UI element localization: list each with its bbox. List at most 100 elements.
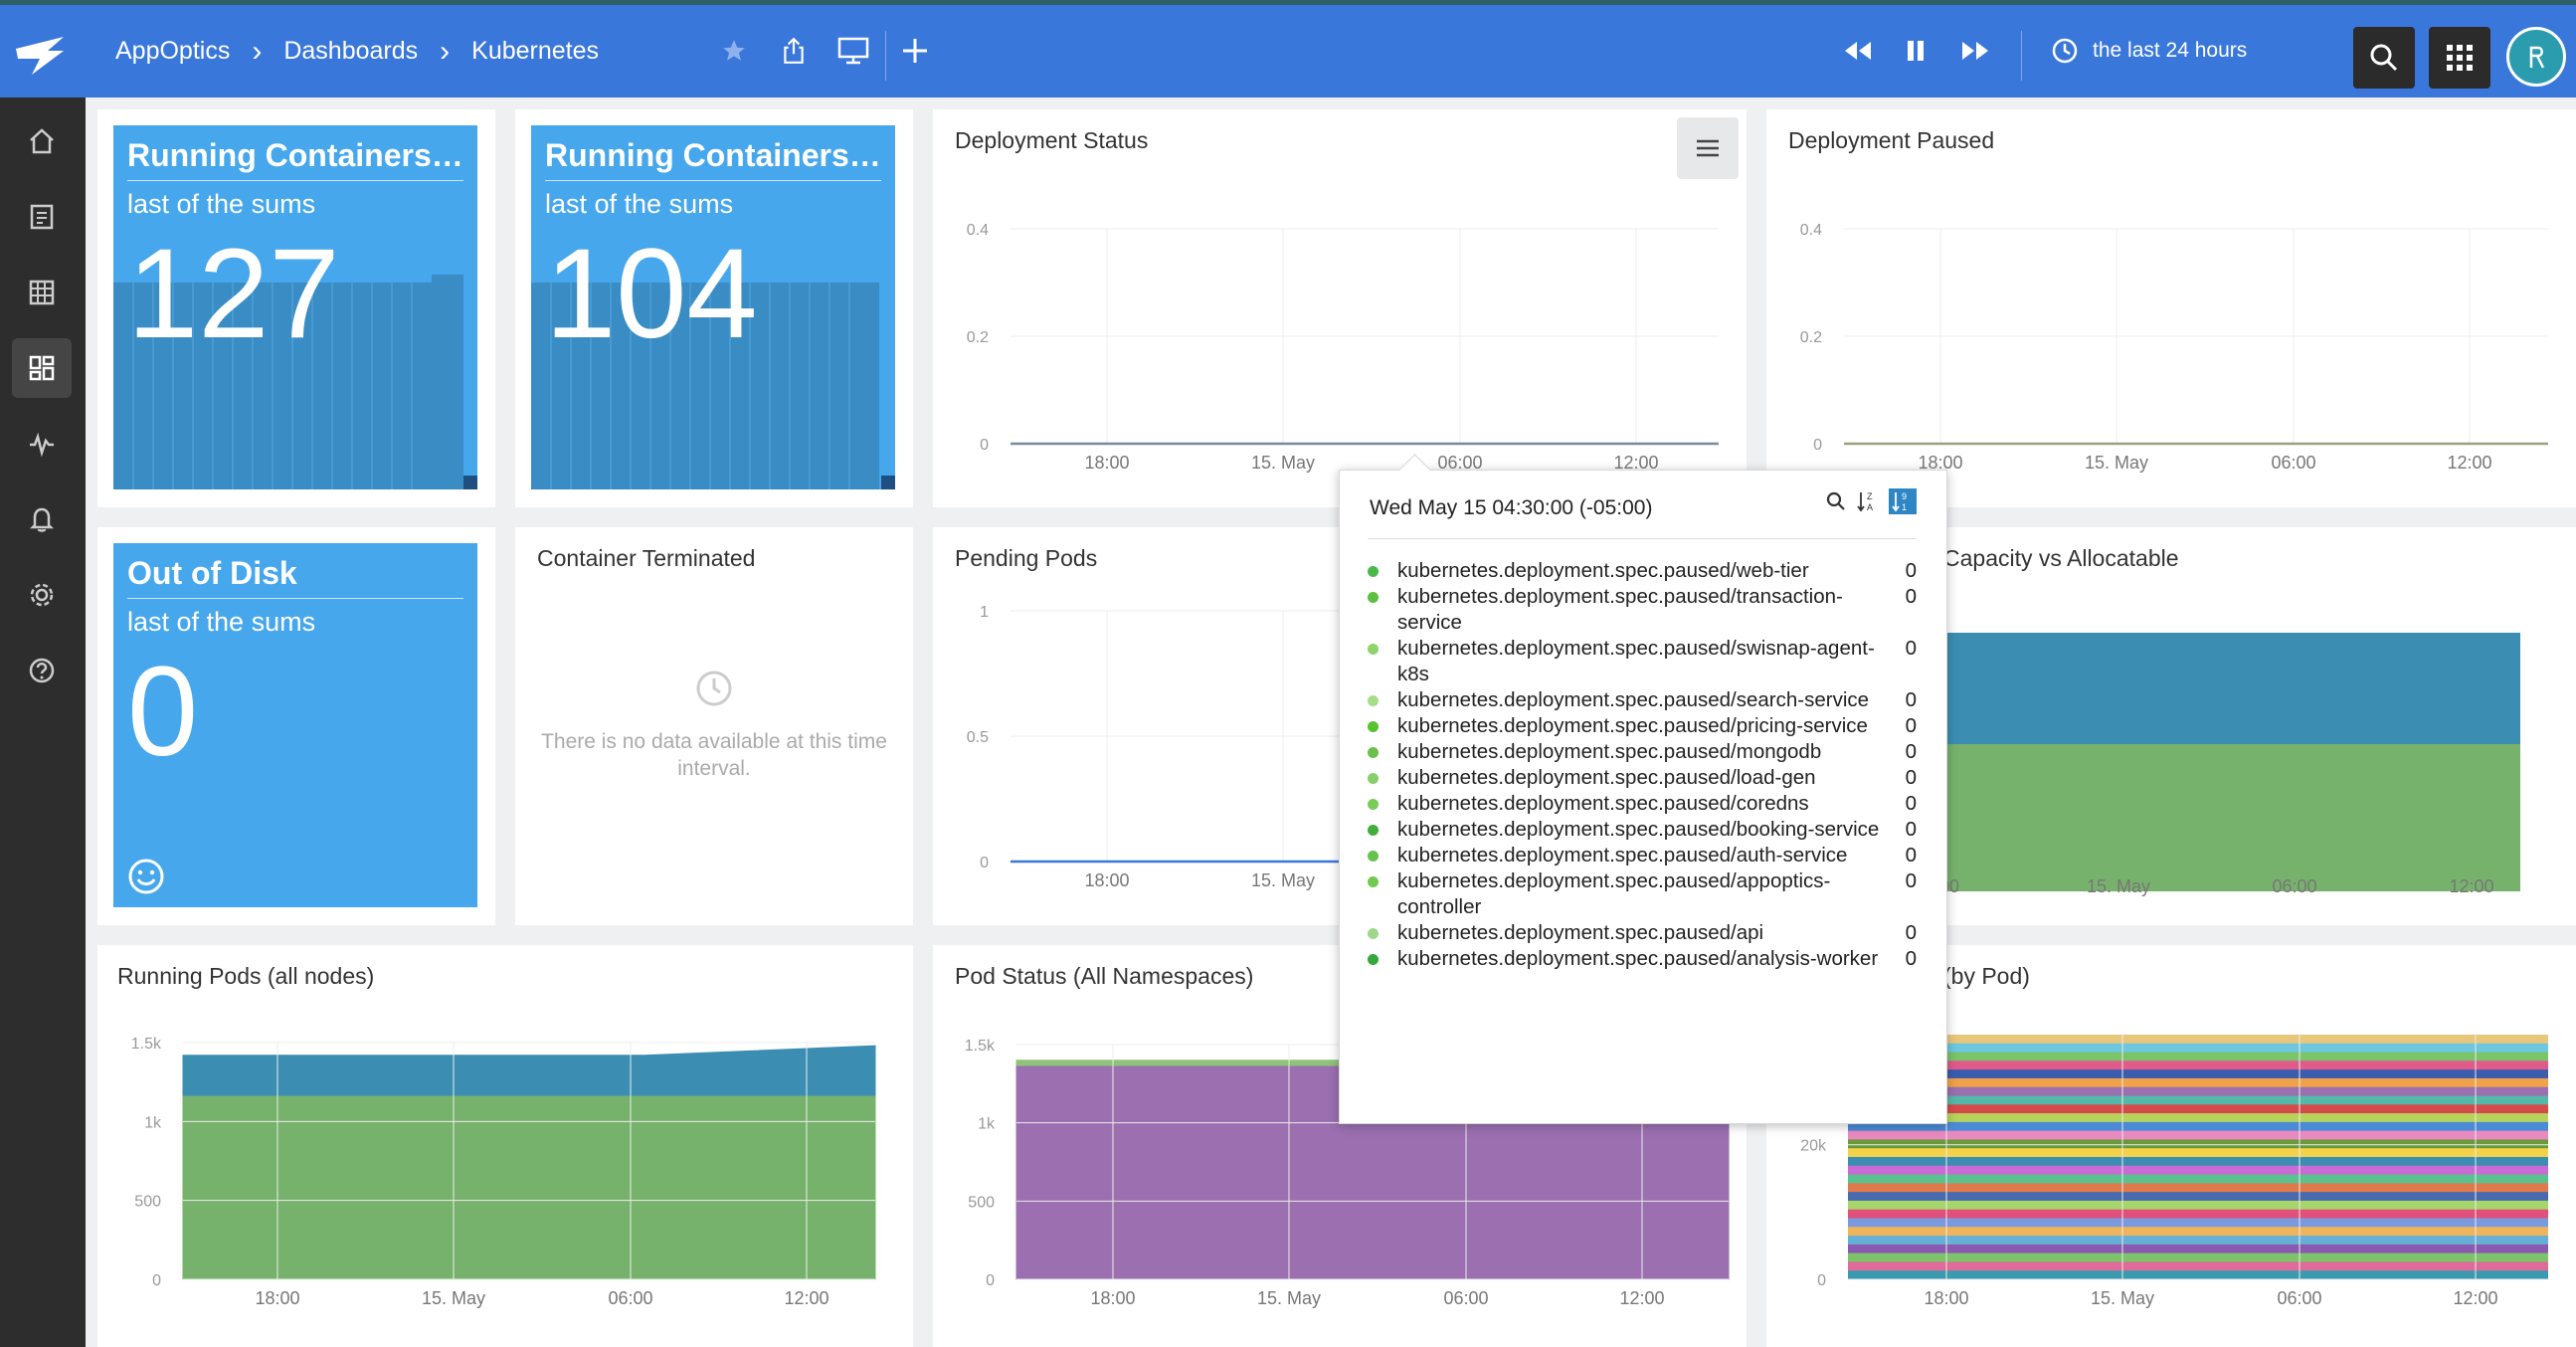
search-icon	[2370, 44, 2398, 72]
series-band	[1848, 1218, 2548, 1228]
tooltip-date: Wed May 15 04:30:00 (-05:00)	[1370, 496, 1653, 519]
series-value: 0	[1905, 714, 1917, 737]
panel-deployment-status[interactable]: Deployment Status 18:00 15. May 06:00 12:00…	[933, 109, 1747, 507]
tooltip-row: kubernetes.deployment.spec.paused/mongod…	[1368, 739, 1917, 765]
x-tick-label: 12:00	[1619, 1288, 1664, 1308]
stat-tile[interactable]: Running Containers ... last of the sums …	[113, 125, 477, 489]
series-value: 0	[1905, 637, 1917, 660]
pulse-icon	[30, 432, 54, 458]
series-band	[1848, 1139, 2548, 1149]
user-avatar[interactable]	[2506, 27, 2566, 87]
series-name: kubernetes.deployment.spec.paused/analys…	[1397, 947, 1879, 970]
fast-forward-icon[interactable]	[1955, 31, 1995, 71]
panel-title: Pending Pods	[955, 545, 1098, 571]
breadcrumb-kubernetes: Kubernetes	[471, 37, 600, 65]
series-color-dot	[1368, 695, 1379, 706]
series-band	[1848, 1095, 2548, 1105]
series-band	[1848, 1052, 2548, 1061]
help-icon	[29, 658, 55, 683]
breadcrumb-dashboards[interactable]: Dashboards	[283, 37, 419, 65]
svg-text:A: A	[1867, 502, 1873, 512]
x-tick-label: 06:00	[1437, 453, 1482, 473]
stat-title: Out of Disk	[127, 555, 463, 599]
capacity-chart[interactable]: 0 0 15. May 06:00 12:00	[1766, 527, 2576, 925]
series-value: 0	[1905, 559, 1917, 582]
y-tick-label: 0.2	[967, 329, 989, 346]
add-icon[interactable]	[895, 31, 935, 71]
search-button[interactable]	[2353, 27, 2415, 89]
tooltip-row: kubernetes.deployment.spec.paused/api 0	[1368, 920, 1917, 946]
clock-icon	[696, 671, 732, 706]
series-name: kubernetes.deployment.spec.paused/load-g…	[1397, 766, 1816, 789]
series-value: 0	[1905, 740, 1917, 763]
apps-button[interactable]	[2429, 27, 2490, 89]
sidebar-item-help[interactable]	[12, 641, 72, 700]
breadcrumb-appoptics[interactable]: AppOptics	[115, 37, 231, 65]
chevron-right-icon: ›	[252, 34, 263, 68]
panel-capacity[interactable]: Capacity vs Allocatable 0 0 15. May 06:00…	[1766, 527, 2576, 925]
series-name: kubernetes.deployment.spec.paused/swisna…	[1397, 637, 1875, 685]
series-band	[1848, 1077, 2548, 1088]
sort-numeric-icon[interactable]: 91	[1889, 488, 1917, 514]
bell-icon	[29, 507, 55, 532]
series-band	[1848, 1157, 2548, 1167]
panel-deployment-paused[interactable]: Deployment Paused 18:00 15. May 06:00 12:00…	[1766, 109, 2576, 507]
tooltip-row: kubernetes.deployment.spec.paused/search…	[1368, 687, 1917, 713]
dashboard-icon	[29, 355, 55, 381]
sort-alpha-icon[interactable]: ZA	[1857, 489, 1879, 513]
tooltip-row: kubernetes.deployment.spec.paused/auth-s…	[1368, 843, 1917, 868]
series-color-dot	[1368, 851, 1379, 862]
series-band	[1848, 1200, 2548, 1211]
stat-value: 127	[127, 223, 340, 365]
time-range-selector[interactable]: the last 24 hours	[2051, 31, 2247, 71]
series-color-dot	[1368, 928, 1379, 939]
series-area	[182, 1095, 876, 1280]
x-tick-label: 15. May	[1251, 870, 1315, 890]
deployment-status-chart[interactable]: 18:00 15. May 06:00 12:00 0 0.2 0.4	[933, 109, 1747, 507]
time-range-label: the last 24 hours	[2093, 39, 2248, 62]
sidebar-item-home[interactable]	[12, 111, 72, 171]
sidebar-item-settings[interactable]	[12, 565, 72, 625]
tooltip-row: kubernetes.deployment.spec.paused/web-ti…	[1368, 558, 1917, 584]
x-tick-label: 15. May	[2085, 453, 2148, 473]
star-icon[interactable]	[714, 31, 754, 71]
gear-icon	[30, 583, 54, 607]
share-icon[interactable]	[774, 31, 814, 71]
panel-menu-button[interactable]	[1677, 117, 1739, 179]
top-bar: AppOptics › Dashboards › Kubernetes the …	[0, 0, 2576, 97]
solarwinds-logo[interactable]	[14, 35, 68, 79]
rewind-icon[interactable]	[1838, 31, 1878, 71]
running-pods-chart[interactable]: 18:00 15. May 06:00 12:00 0 500 1k 1.5k	[97, 945, 913, 1347]
monitor-icon[interactable]	[833, 31, 873, 71]
deployment-paused-chart[interactable]: 18:00 15. May 06:00 12:00 0 0.2 0.4	[1766, 109, 2576, 507]
x-tick-label: 12:00	[784, 1288, 828, 1308]
panel-out-of-disk: Out of Disk last of the sums 0	[97, 527, 495, 925]
stat-subtitle: last of the sums	[545, 189, 734, 219]
panel-container-terminated[interactable]: Container Terminated There is no data av…	[515, 527, 913, 925]
sidebar-item-alerts[interactable]	[12, 489, 72, 549]
sidebar-item-logs[interactable]	[12, 187, 72, 247]
x-tick-label: 12:00	[2449, 876, 2493, 896]
stat-tile[interactable]: Running Containers ... last of the sums …	[531, 125, 895, 489]
home-icon	[30, 128, 54, 154]
series-name: kubernetes.deployment.spec.paused/mongod…	[1397, 740, 1822, 763]
series-name: kubernetes.deployment.spec.paused/pricin…	[1397, 714, 1868, 737]
series-color-dot	[1368, 954, 1379, 965]
series-band	[1848, 1035, 2548, 1045]
series-color-dot	[1368, 799, 1379, 810]
stat-tile[interactable]: Out of Disk last of the sums 0	[113, 543, 477, 907]
y-tick-label: 1.5k	[965, 1038, 996, 1055]
pause-icon[interactable]	[1896, 31, 1935, 71]
by-pod-chart[interactable]: 18:00 15. May 06:00 12:00 0 20k	[1766, 945, 2576, 1347]
series-band	[1848, 1174, 2548, 1184]
series-band	[1848, 1165, 2548, 1176]
sidebar-item-dashboards[interactable]	[12, 338, 72, 398]
sidebar-item-metrics[interactable]	[12, 414, 72, 474]
y-tick-label: 0	[1817, 1272, 1826, 1289]
series-band	[1848, 1130, 2548, 1140]
search-icon[interactable]	[1825, 490, 1847, 512]
panel-running-pods[interactable]: Running Pods (all nodes) 18:00 15. May 06:…	[97, 945, 913, 1347]
tooltip-row: kubernetes.deployment.spec.paused/swisna…	[1368, 636, 1917, 687]
series-band	[1848, 1252, 2548, 1262]
sidebar-item-infrastructure[interactable]	[12, 263, 72, 322]
